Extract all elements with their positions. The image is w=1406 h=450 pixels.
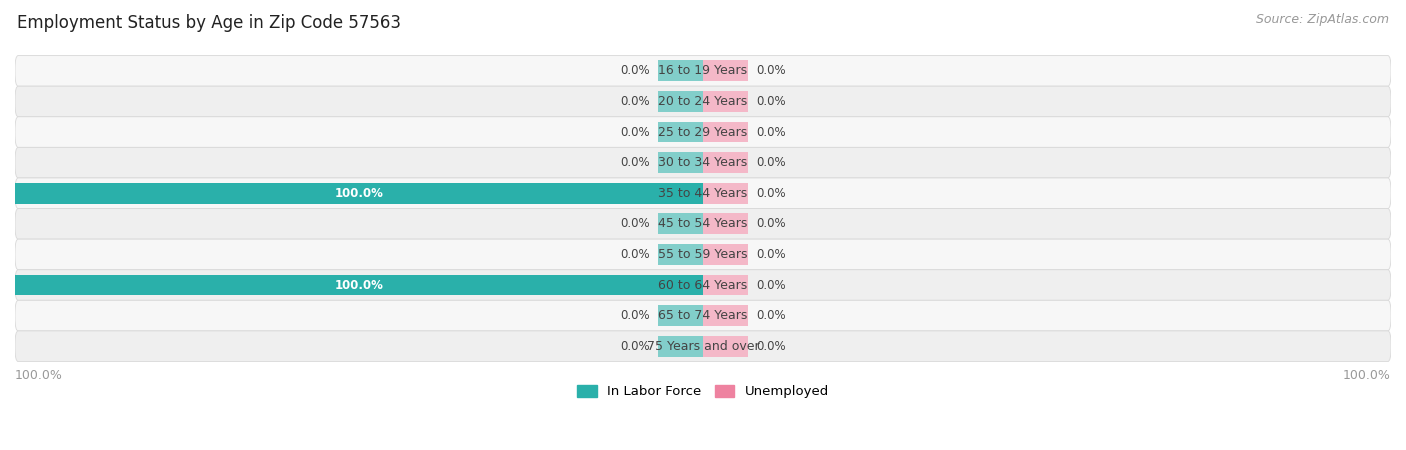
FancyBboxPatch shape	[15, 147, 1391, 178]
Text: 0.0%: 0.0%	[756, 187, 786, 200]
Bar	[15, 183, 703, 204]
Legend: In Labor Force, Unemployed: In Labor Force, Unemployed	[571, 380, 835, 404]
Text: 65 to 74 Years: 65 to 74 Years	[658, 309, 748, 322]
Text: 0.0%: 0.0%	[756, 248, 786, 261]
Text: 0.0%: 0.0%	[620, 340, 650, 353]
FancyBboxPatch shape	[15, 239, 1391, 270]
Bar	[703, 305, 748, 326]
Text: 20 to 24 Years: 20 to 24 Years	[658, 95, 748, 108]
Text: 0.0%: 0.0%	[620, 95, 650, 108]
Text: Source: ZipAtlas.com: Source: ZipAtlas.com	[1256, 14, 1389, 27]
Text: 0.0%: 0.0%	[756, 217, 786, 230]
Text: 55 to 59 Years: 55 to 59 Years	[658, 248, 748, 261]
FancyBboxPatch shape	[15, 270, 1391, 300]
Text: 0.0%: 0.0%	[756, 64, 786, 77]
Text: 25 to 29 Years: 25 to 29 Years	[658, 126, 748, 139]
Bar	[703, 122, 748, 143]
Text: 60 to 64 Years: 60 to 64 Years	[658, 279, 748, 292]
Text: 100.0%: 100.0%	[15, 369, 63, 382]
Text: 0.0%: 0.0%	[756, 340, 786, 353]
Text: 0.0%: 0.0%	[756, 95, 786, 108]
Text: 100.0%: 100.0%	[335, 187, 384, 200]
Bar	[658, 60, 703, 81]
Text: 75 Years and over: 75 Years and over	[647, 340, 759, 353]
Text: 45 to 54 Years: 45 to 54 Years	[658, 217, 748, 230]
FancyBboxPatch shape	[15, 56, 1391, 86]
Text: 0.0%: 0.0%	[620, 64, 650, 77]
Text: 16 to 19 Years: 16 to 19 Years	[658, 64, 748, 77]
Bar	[658, 122, 703, 143]
Text: 100.0%: 100.0%	[1343, 369, 1391, 382]
Text: 0.0%: 0.0%	[620, 217, 650, 230]
Bar	[703, 274, 748, 295]
Bar	[658, 91, 703, 112]
Text: 0.0%: 0.0%	[620, 248, 650, 261]
Bar	[703, 213, 748, 234]
Bar	[658, 152, 703, 173]
Bar	[703, 91, 748, 112]
Bar	[15, 274, 703, 295]
Bar	[703, 244, 748, 265]
Text: 35 to 44 Years: 35 to 44 Years	[658, 187, 748, 200]
FancyBboxPatch shape	[15, 300, 1391, 331]
Text: 0.0%: 0.0%	[756, 156, 786, 169]
Text: 0.0%: 0.0%	[756, 126, 786, 139]
Text: 0.0%: 0.0%	[756, 309, 786, 322]
Bar	[703, 336, 748, 356]
FancyBboxPatch shape	[15, 178, 1391, 208]
FancyBboxPatch shape	[15, 331, 1391, 361]
FancyBboxPatch shape	[15, 117, 1391, 147]
Bar	[658, 244, 703, 265]
Text: 100.0%: 100.0%	[335, 279, 384, 292]
Text: 0.0%: 0.0%	[620, 156, 650, 169]
FancyBboxPatch shape	[15, 208, 1391, 239]
Bar	[703, 60, 748, 81]
FancyBboxPatch shape	[15, 86, 1391, 117]
Text: 0.0%: 0.0%	[620, 126, 650, 139]
Bar	[658, 336, 703, 356]
Text: 30 to 34 Years: 30 to 34 Years	[658, 156, 748, 169]
Text: 0.0%: 0.0%	[620, 309, 650, 322]
Bar	[703, 183, 748, 204]
Bar	[703, 152, 748, 173]
Text: Employment Status by Age in Zip Code 57563: Employment Status by Age in Zip Code 575…	[17, 14, 401, 32]
Bar	[658, 213, 703, 234]
Text: 0.0%: 0.0%	[756, 279, 786, 292]
Bar	[658, 305, 703, 326]
